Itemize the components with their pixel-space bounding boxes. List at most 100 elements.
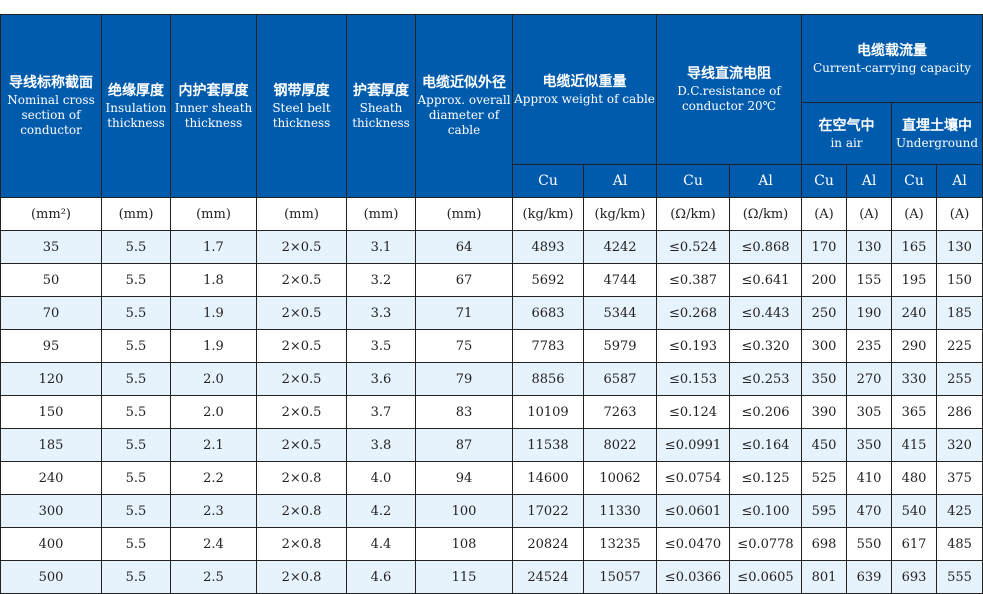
table-cell: (mm) xyxy=(101,197,171,231)
table-cell: 617 xyxy=(891,527,937,561)
table-cell: 3.6 xyxy=(346,362,416,396)
header-diameter: 电缆近似外径 Approx. overall diameter of cable xyxy=(415,14,513,198)
table-cell: ≤0.193 xyxy=(656,329,730,363)
table-cell: 100 xyxy=(415,494,513,528)
table-cell: 64 xyxy=(415,230,513,264)
table-cell: 250 xyxy=(801,296,847,330)
table-cell: 15057 xyxy=(583,560,657,594)
header-sheath: 护套厚度 Sheath thickness xyxy=(346,14,416,198)
table-cell: 286 xyxy=(935,395,983,429)
table-cell: 2×0.5 xyxy=(256,362,347,396)
table-cell: 5.5 xyxy=(101,263,171,297)
table-cell: 5.5 xyxy=(101,329,171,363)
table-cell: ≤0.320 xyxy=(729,329,802,363)
table-cell: (Ω/km) xyxy=(656,197,730,231)
table-row: 50 5.5 1.8 2×0.5 3.2 67 5692 4744 ≤0.387 ≤0.641 20… xyxy=(0,263,983,297)
table-cell: 67 xyxy=(415,263,513,297)
table-cell: 698 xyxy=(801,527,847,561)
header-underground: 直埋土壤中 Underground xyxy=(890,102,983,165)
table-cell: 108 xyxy=(415,527,513,561)
table-row: 400 5.5 2.4 2×0.8 4.4 108 20824 13235 ≤0.0470 ≤0.… xyxy=(0,527,983,561)
table-cell: 95 xyxy=(0,329,102,363)
table-cell: 693 xyxy=(891,560,937,594)
table-cell: 190 xyxy=(846,296,892,330)
table-cell: 2.3 xyxy=(170,494,257,528)
table-cell: (kg/km) xyxy=(583,197,657,231)
table-cell: 4.0 xyxy=(346,461,416,495)
header-resistance: 导线直流电阻 D.C.resistance of conductor 20℃ xyxy=(656,14,802,165)
table-cell: 10109 xyxy=(512,395,584,429)
table-cell: 185 xyxy=(0,428,102,462)
table-cell: 1.9 xyxy=(170,296,257,330)
table-cell: 2×0.5 xyxy=(256,263,347,297)
table-cell: 1.9 xyxy=(170,329,257,363)
table-cell: 115 xyxy=(415,560,513,594)
table-cell: 225 xyxy=(935,329,983,363)
header-weight-cu: Cu xyxy=(512,164,584,198)
header-steel-belt: 钢带厚度 Steel belt thickness xyxy=(256,14,347,198)
table-cell: 240 xyxy=(891,296,937,330)
table-cell: ≤0.0601 xyxy=(656,494,730,528)
header-weight-al: Al xyxy=(583,164,657,198)
table-cell: 2.2 xyxy=(170,461,257,495)
table-cell: 595 xyxy=(801,494,847,528)
table-cell: 2.4 xyxy=(170,527,257,561)
table-cell: 130 xyxy=(935,230,983,264)
table-cell: 2.0 xyxy=(170,395,257,429)
table-row: 240 5.5 2.2 2×0.8 4.0 94 14600 10062 ≤0.0754 ≤0.1… xyxy=(0,461,983,495)
table-row: 35 5.5 1.7 2×0.5 3.1 64 4893 4242 ≤0.524 ≤0.868 17… xyxy=(0,230,983,264)
cable-spec-table: 导线标称截面 Nominal cross section of conductor… xyxy=(0,14,983,594)
table-cell: 235 xyxy=(846,329,892,363)
table-cell: 2.0 xyxy=(170,362,257,396)
table-cell: 240 xyxy=(0,461,102,495)
table-cell: ≤0.100 xyxy=(729,494,802,528)
header-underground-al: Al xyxy=(935,164,983,198)
table-cell: ≤0.0754 xyxy=(656,461,730,495)
table-cell: ≤0.153 xyxy=(656,362,730,396)
table-cell: 1.7 xyxy=(170,230,257,264)
table-cell: 7263 xyxy=(583,395,657,429)
table-row: 150 5.5 2.0 2×0.5 3.7 83 10109 7263 ≤0.124 ≤0.206… xyxy=(0,395,983,429)
table-cell: 24524 xyxy=(512,560,584,594)
table-cell: (A) xyxy=(935,197,983,231)
table-cell: 150 xyxy=(0,395,102,429)
table-cell: 5.5 xyxy=(101,527,171,561)
table-cell: ≤0.125 xyxy=(729,461,802,495)
table-cell: ≤0.443 xyxy=(729,296,802,330)
units-row: (mm²) (mm) (mm) (mm) (mm) (mm) (kg/km) (kg/km)(… xyxy=(0,197,983,231)
table-cell: 10062 xyxy=(583,461,657,495)
table-cell: 540 xyxy=(891,494,937,528)
table-row: 95 5.5 1.9 2×0.5 3.5 75 7783 5979 ≤0.193 ≤0.320 30… xyxy=(0,329,983,363)
table-cell: 300 xyxy=(0,494,102,528)
table-cell: 330 xyxy=(891,362,937,396)
table-cell: 2×0.5 xyxy=(256,329,347,363)
table-cell: 79 xyxy=(415,362,513,396)
header-inner-sheath: 内护套厚度 Inner sheath thickness xyxy=(170,14,257,198)
table-cell: 13235 xyxy=(583,527,657,561)
table-cell: (mm²) xyxy=(0,197,102,231)
table-cell: (mm) xyxy=(170,197,257,231)
table-row: 70 5.5 1.9 2×0.5 3.3 71 6683 5344 ≤0.268 ≤0.443 25… xyxy=(0,296,983,330)
table-cell: 4.2 xyxy=(346,494,416,528)
table-cell: 500 xyxy=(0,560,102,594)
table-cell: (Ω/km) xyxy=(729,197,802,231)
table-cell: ≤0.0605 xyxy=(729,560,802,594)
table-cell: 2×0.8 xyxy=(256,527,347,561)
table-cell: 4893 xyxy=(512,230,584,264)
table-cell: 415 xyxy=(891,428,937,462)
table-cell: 8856 xyxy=(512,362,584,396)
table-cell: 2×0.5 xyxy=(256,230,347,264)
table-cell: 4.4 xyxy=(346,527,416,561)
header-section: 导线标称截面 Nominal cross section of conductor xyxy=(0,14,102,198)
table-cell: 555 xyxy=(935,560,983,594)
table-cell: (A) xyxy=(891,197,937,231)
table-cell: 3.5 xyxy=(346,329,416,363)
table-cell: 410 xyxy=(846,461,892,495)
header-underground-cu: Cu xyxy=(891,164,937,198)
table-cell: 7783 xyxy=(512,329,584,363)
table-cell: 5979 xyxy=(583,329,657,363)
table-cell: 305 xyxy=(846,395,892,429)
table-cell: ≤0.124 xyxy=(656,395,730,429)
table-cell: 5.5 xyxy=(101,428,171,462)
table-cell: 470 xyxy=(846,494,892,528)
